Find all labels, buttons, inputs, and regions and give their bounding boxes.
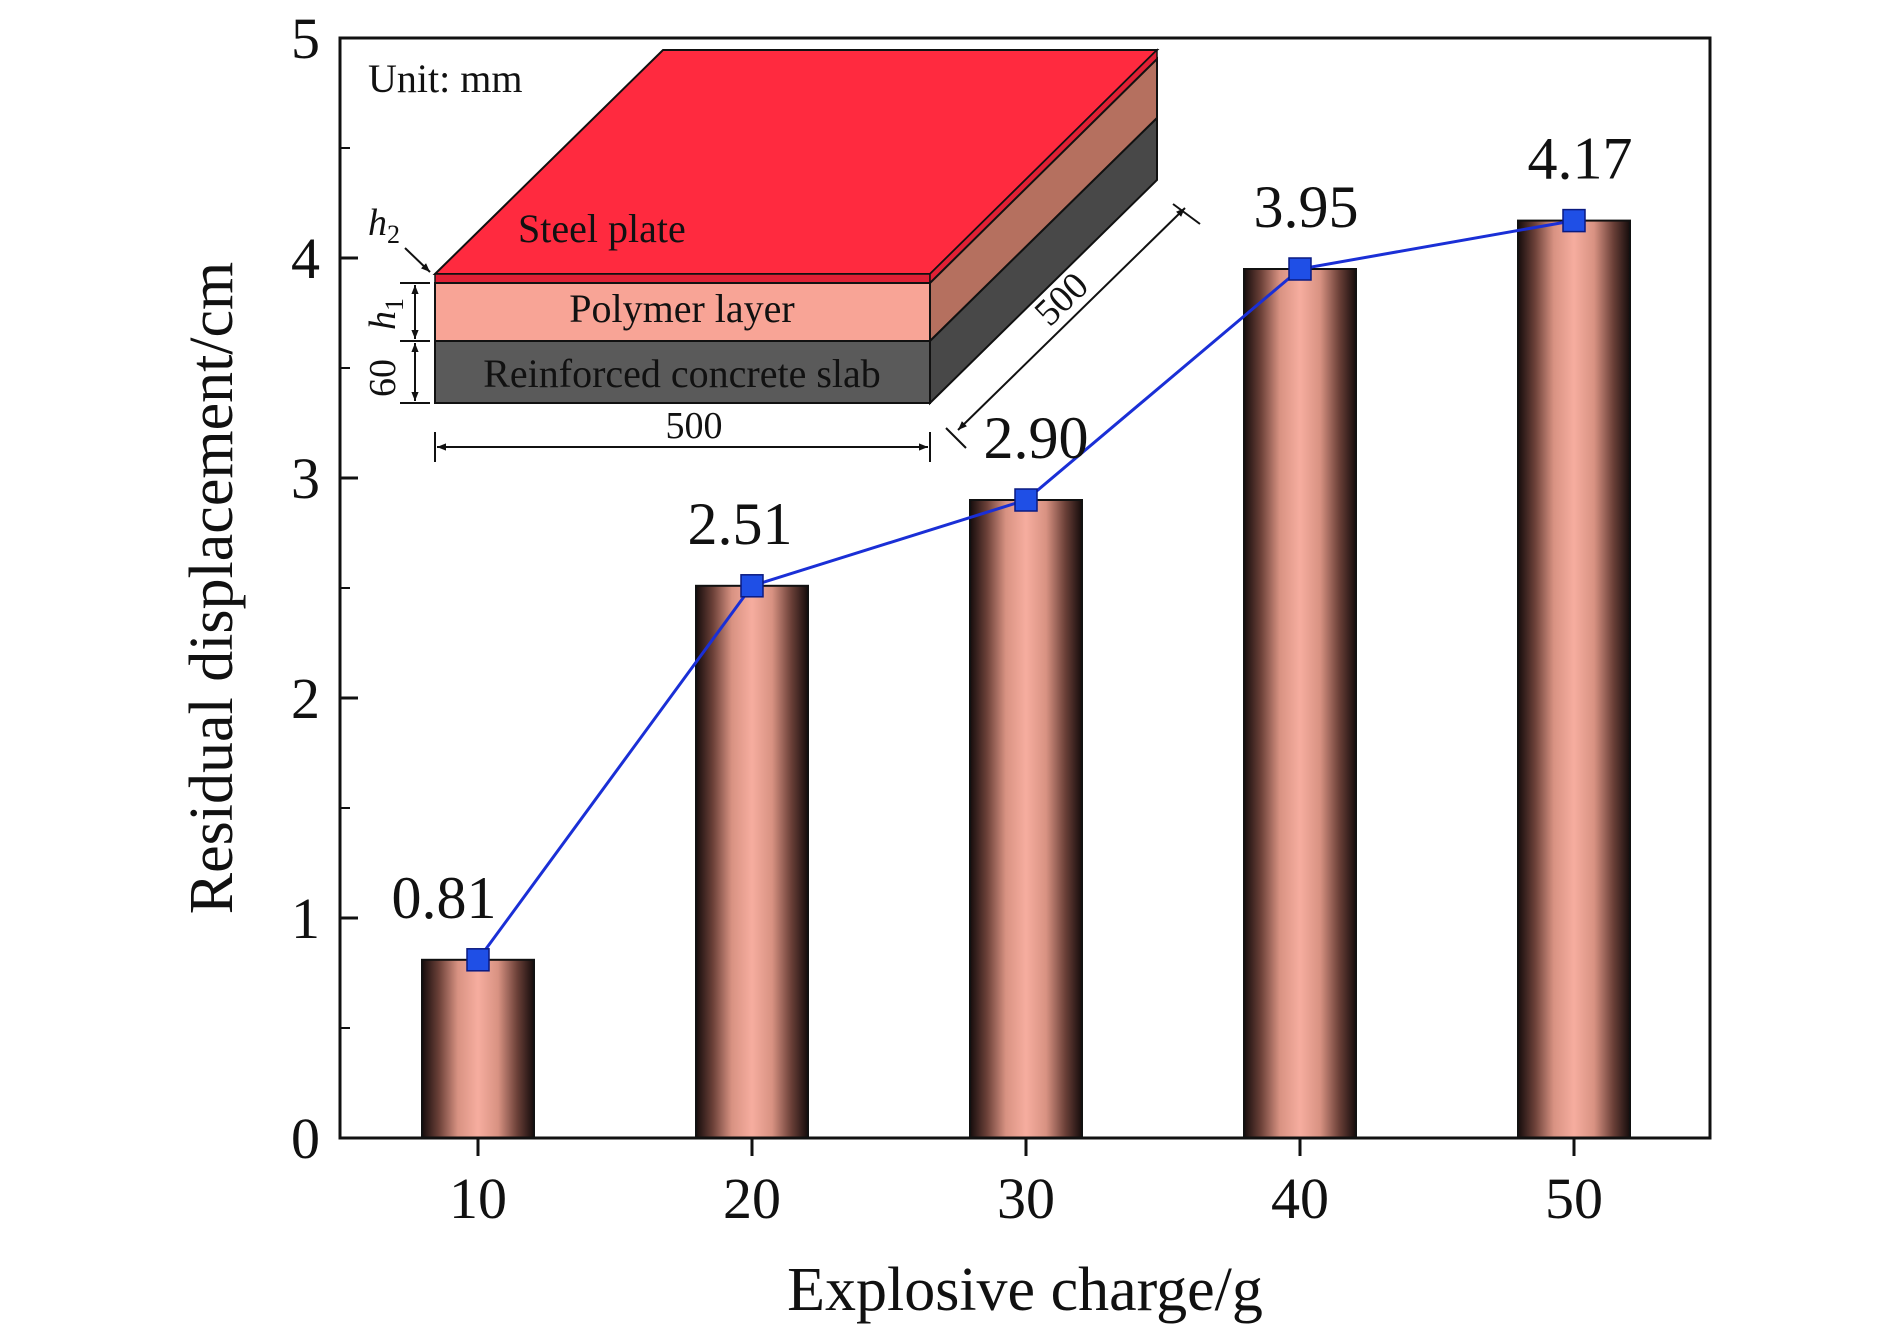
concrete-slab-label: Reinforced concrete slab bbox=[483, 351, 881, 396]
x-ticks: 10 20 30 40 50 bbox=[449, 1138, 1603, 1231]
h1-label: h1 bbox=[362, 298, 409, 330]
x-tick-label-10: 10 bbox=[449, 1166, 507, 1231]
data-label-30: 2.90 bbox=[984, 405, 1089, 471]
bar-20 bbox=[695, 584, 809, 1139]
marker-40 bbox=[1288, 257, 1312, 281]
bar-10 bbox=[421, 958, 535, 1139]
h2-pointer-arrow bbox=[404, 247, 431, 273]
steel-plate-front bbox=[434, 273, 931, 284]
x-tick-label-30: 30 bbox=[997, 1166, 1055, 1231]
y-tick-label-0: 0 bbox=[291, 1106, 320, 1171]
y-tick-label-1: 1 bbox=[291, 886, 320, 951]
data-label-20: 2.51 bbox=[688, 491, 793, 557]
depth-dim-ext-bottom bbox=[945, 427, 967, 449]
y-tick-label-3: 3 bbox=[291, 446, 320, 511]
marker-30 bbox=[1014, 488, 1038, 512]
x-tick-label-20: 20 bbox=[723, 1166, 781, 1231]
y-tick-label-2: 2 bbox=[291, 666, 320, 731]
polymer-layer-label: Polymer layer bbox=[569, 286, 795, 331]
depth-dim-arrow bbox=[957, 207, 1186, 431]
x-axis-title: Explosive charge/g bbox=[787, 1256, 1263, 1324]
h1-subscript: 1 bbox=[380, 298, 409, 311]
width-dim-label: 500 bbox=[666, 405, 723, 447]
h2-label: h2 bbox=[368, 202, 400, 249]
marker-10 bbox=[466, 948, 490, 972]
inset-unit-label: Unit: mm bbox=[368, 56, 522, 101]
y-tick-label-4: 4 bbox=[291, 226, 320, 291]
bar-30 bbox=[969, 499, 1083, 1139]
marker-50 bbox=[1562, 208, 1586, 233]
markers bbox=[466, 208, 1586, 972]
bar-50 bbox=[1517, 219, 1631, 1140]
steel-plate-label: Steel plate bbox=[518, 206, 686, 251]
marker-20 bbox=[740, 574, 764, 598]
data-label-40: 3.95 bbox=[1254, 174, 1359, 240]
x-tick-label-40: 40 bbox=[1271, 1166, 1329, 1231]
x-tick-label-50: 50 bbox=[1545, 1166, 1603, 1231]
y-ticks: 0 1 2 3 4 5 bbox=[291, 6, 358, 1171]
data-label-50: 4.17 bbox=[1528, 126, 1633, 192]
h2-subscript: 2 bbox=[387, 220, 400, 249]
thickness-label: 60 bbox=[362, 359, 404, 397]
inset-schematic: Unit: mm Steel plate Polymer layer Reinf… bbox=[362, 48, 1201, 462]
y-axis-title: Residual displacement/cm bbox=[178, 262, 246, 915]
y-tick-label-5: 5 bbox=[291, 6, 320, 71]
data-label-10: 0.81 bbox=[392, 865, 497, 931]
bar-40 bbox=[1243, 268, 1357, 1139]
depth-dim-ext-top bbox=[1172, 203, 1201, 225]
